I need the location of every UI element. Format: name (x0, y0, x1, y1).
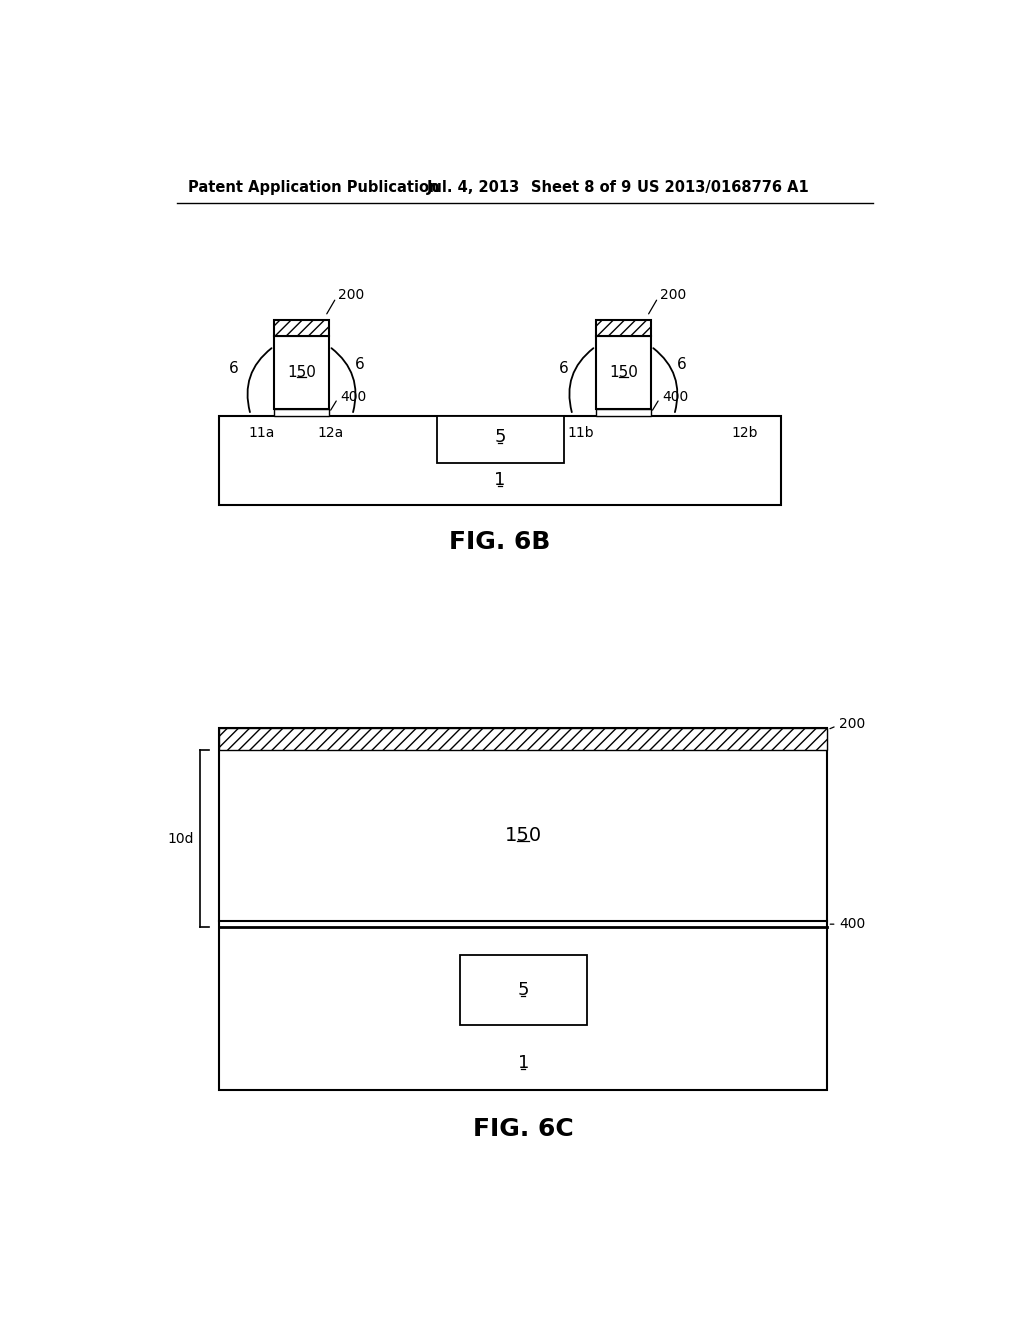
Text: 12a: 12a (317, 426, 344, 441)
Bar (273, 321, 330, 335)
Bar (596, 409, 651, 416)
Text: 400: 400 (662, 391, 688, 404)
Text: 6: 6 (229, 360, 239, 376)
Text: 200: 200 (839, 717, 865, 731)
Text: 11b: 11b (567, 426, 594, 441)
Text: 1: 1 (495, 471, 506, 490)
Bar (596, 335, 651, 409)
Text: 400: 400 (839, 917, 865, 931)
Text: 150: 150 (287, 364, 316, 380)
Text: FIG. 6B: FIG. 6B (450, 529, 551, 554)
Bar (596, 321, 651, 335)
Text: 12b: 12b (731, 426, 758, 441)
Text: Jul. 4, 2013: Jul. 4, 2013 (427, 180, 520, 195)
Text: 6: 6 (355, 358, 365, 372)
Text: Patent Application Publication: Patent Application Publication (188, 180, 440, 195)
Bar (273, 409, 330, 416)
Text: 150: 150 (505, 826, 542, 845)
Bar (219, 729, 827, 1090)
Text: 200: 200 (339, 289, 365, 302)
Text: 6: 6 (677, 358, 687, 372)
Text: 200: 200 (660, 289, 686, 302)
Text: 6: 6 (558, 360, 568, 376)
Text: 1: 1 (517, 1055, 529, 1072)
Text: 10d: 10d (167, 832, 194, 846)
Bar (219, 729, 827, 750)
Text: 5: 5 (495, 428, 506, 446)
Text: 400: 400 (340, 391, 367, 404)
Text: Sheet 8 of 9: Sheet 8 of 9 (531, 180, 631, 195)
Bar (219, 416, 781, 506)
Text: 11a: 11a (248, 426, 274, 441)
Text: 5: 5 (517, 981, 529, 999)
Text: FIG. 6C: FIG. 6C (473, 1117, 573, 1140)
Text: US 2013/0168776 A1: US 2013/0168776 A1 (637, 180, 809, 195)
Bar (273, 335, 330, 409)
Bar (436, 416, 563, 462)
Bar (460, 956, 587, 1024)
Text: 150: 150 (609, 364, 638, 380)
